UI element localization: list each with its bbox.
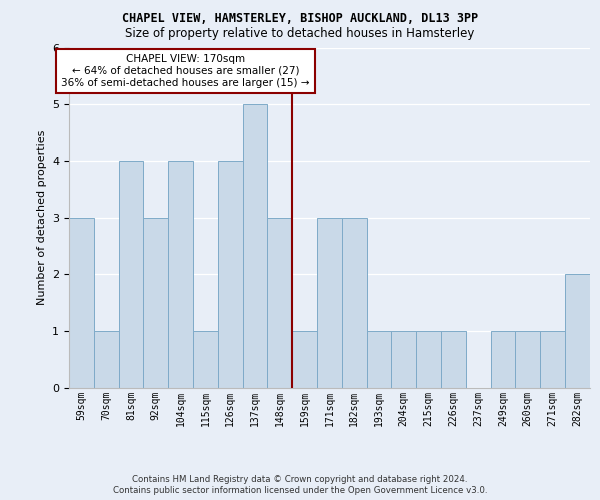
- Bar: [565, 274, 590, 388]
- Bar: [143, 218, 168, 388]
- Bar: [342, 218, 367, 388]
- Bar: [268, 218, 292, 388]
- Bar: [515, 331, 540, 388]
- Bar: [292, 331, 317, 388]
- Bar: [416, 331, 441, 388]
- Text: CHAPEL VIEW: 170sqm
← 64% of detached houses are smaller (27)
36% of semi-detach: CHAPEL VIEW: 170sqm ← 64% of detached ho…: [61, 54, 310, 88]
- Bar: [242, 104, 268, 388]
- Bar: [193, 331, 218, 388]
- Bar: [317, 218, 342, 388]
- Text: Contains public sector information licensed under the Open Government Licence v3: Contains public sector information licen…: [113, 486, 487, 495]
- Bar: [491, 331, 515, 388]
- Bar: [218, 161, 242, 388]
- Bar: [69, 218, 94, 388]
- Text: CHAPEL VIEW, HAMSTERLEY, BISHOP AUCKLAND, DL13 3PP: CHAPEL VIEW, HAMSTERLEY, BISHOP AUCKLAND…: [122, 12, 478, 25]
- Bar: [119, 161, 143, 388]
- Bar: [168, 161, 193, 388]
- Y-axis label: Number of detached properties: Number of detached properties: [37, 130, 47, 305]
- Bar: [540, 331, 565, 388]
- Bar: [391, 331, 416, 388]
- Bar: [367, 331, 391, 388]
- Text: Size of property relative to detached houses in Hamsterley: Size of property relative to detached ho…: [125, 27, 475, 40]
- Text: Contains HM Land Registry data © Crown copyright and database right 2024.: Contains HM Land Registry data © Crown c…: [132, 475, 468, 484]
- Bar: [94, 331, 119, 388]
- Bar: [441, 331, 466, 388]
